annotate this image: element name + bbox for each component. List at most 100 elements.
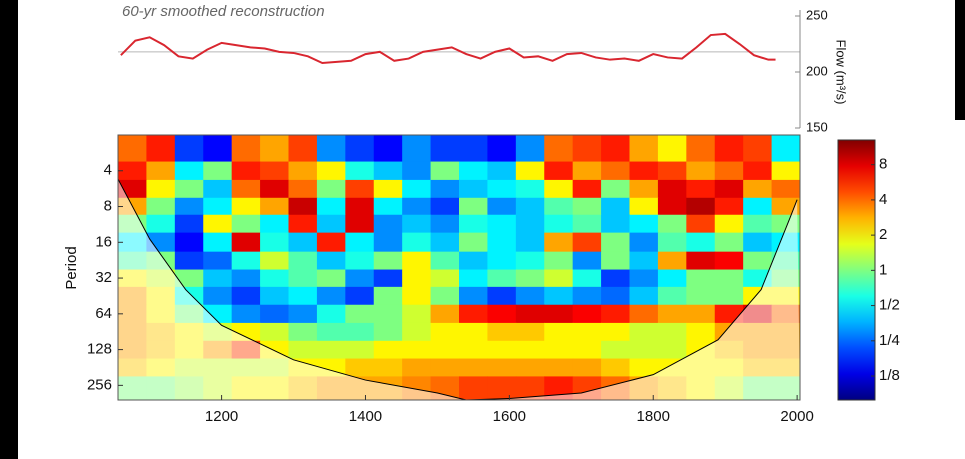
heat-cell	[544, 179, 574, 199]
heat-cell	[288, 179, 318, 199]
heat-cell	[231, 214, 261, 234]
y-tick-label: 64	[95, 305, 112, 322]
heat-cell	[601, 286, 631, 306]
heat-cell	[629, 322, 659, 342]
heat-cell	[487, 304, 517, 324]
heat-cell	[316, 179, 346, 199]
heat-cell	[657, 135, 687, 163]
heat-cell	[686, 251, 716, 271]
y-tick-label: 200	[806, 63, 828, 78]
heat-cell	[657, 286, 687, 306]
heat-cell	[487, 214, 517, 234]
heat-cell	[657, 179, 687, 199]
heat-cell	[515, 251, 545, 271]
heat-cell	[459, 286, 489, 306]
heat-cell	[487, 251, 517, 271]
heat-cell	[260, 304, 290, 324]
heat-cell	[544, 269, 574, 288]
heat-cell	[714, 161, 744, 181]
heat-cell	[260, 322, 290, 342]
heat-cell	[260, 197, 290, 216]
heat-cell	[459, 179, 489, 199]
heat-cell	[601, 179, 631, 199]
colorbar	[837, 139, 876, 401]
heat-cell	[373, 304, 403, 324]
plot-frame	[117, 134, 801, 401]
heat-cell	[515, 269, 545, 288]
heat-cell	[288, 251, 318, 271]
heat-cell	[288, 322, 318, 342]
heat-cell	[515, 161, 545, 181]
heat-cell	[316, 269, 346, 288]
line-series	[120, 32, 776, 65]
heat-cell	[402, 179, 432, 199]
heat-cell	[260, 251, 290, 271]
heat-cell	[174, 161, 204, 181]
heat-cell	[174, 232, 204, 253]
heat-cell	[487, 358, 517, 378]
heat-cell	[430, 214, 460, 234]
heat-cell	[572, 304, 602, 324]
heat-cell	[402, 251, 432, 271]
heat-cell	[629, 358, 659, 378]
heat-cell	[288, 214, 318, 234]
heat-cell	[743, 197, 773, 216]
heat-cell	[373, 358, 403, 378]
heat-cell	[459, 161, 489, 181]
heat-cell	[459, 269, 489, 288]
heat-cell	[203, 232, 233, 253]
heat-cell	[572, 214, 602, 234]
heat-cell	[515, 214, 545, 234]
heatmap	[118, 135, 800, 400]
heat-cell	[345, 340, 375, 360]
heat-cell	[601, 161, 631, 181]
x-tick-label: 1200	[205, 408, 238, 425]
y-axis-label: Flow (m³/s)	[834, 40, 849, 105]
heat-cell	[231, 179, 261, 199]
heat-cell	[345, 214, 375, 234]
x-tick-label: 1600	[493, 408, 526, 425]
heat-cell	[402, 286, 432, 306]
heat-cell	[515, 197, 545, 216]
heat-cell	[487, 269, 517, 288]
heat-cell	[316, 286, 346, 306]
heat-cell	[373, 232, 403, 253]
heat-cell	[487, 376, 517, 400]
x-tick-label: 2000	[780, 408, 813, 425]
y-tick-label: 128	[87, 341, 112, 358]
heat-cell	[402, 340, 432, 360]
heat-cell	[345, 358, 375, 378]
y-tick-label: 16	[95, 233, 112, 250]
heat-cell	[146, 214, 176, 234]
heat-cell	[402, 358, 432, 378]
frame-strip	[0, 0, 18, 459]
heat-cell	[487, 179, 517, 199]
heat-cell	[260, 286, 290, 306]
heat-cell	[629, 232, 659, 253]
y-tick-label: 4	[104, 162, 112, 179]
heat-cell	[515, 286, 545, 306]
colorbar-tick-label: 4	[879, 191, 887, 208]
heat-cell	[174, 179, 204, 199]
y-tick-label: 8	[104, 197, 112, 214]
heat-cell	[515, 358, 545, 378]
heat-cell	[373, 340, 403, 360]
heat-cell	[373, 251, 403, 271]
heat-cell	[657, 161, 687, 181]
heat-cell	[203, 161, 233, 181]
heat-cell	[686, 269, 716, 288]
colorbar-tick-label: 1/4	[879, 332, 900, 349]
heat-cell	[459, 322, 489, 342]
heat-cell	[231, 269, 261, 288]
heat-cell	[743, 214, 773, 234]
heat-cell	[345, 251, 375, 271]
heat-cell	[686, 232, 716, 253]
heat-cell	[515, 322, 545, 342]
heat-cell	[402, 161, 432, 181]
heat-cell	[771, 135, 800, 163]
heat-cell	[430, 340, 460, 360]
heat-cell	[629, 340, 659, 360]
heat-cell	[459, 376, 489, 400]
heat-cell	[686, 286, 716, 306]
